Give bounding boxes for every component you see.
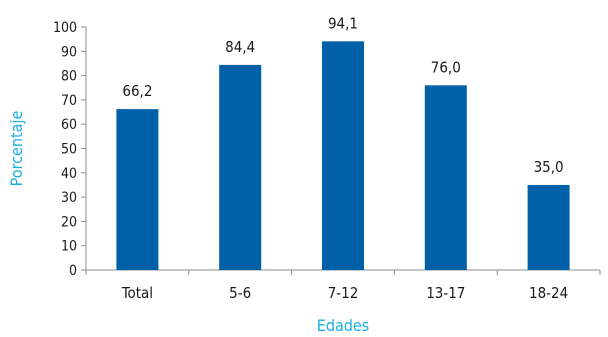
x-tick-label: 7-12 — [328, 284, 359, 302]
y-tick-label: 30 — [61, 190, 77, 206]
bar — [219, 64, 262, 271]
data-label: 94,1 — [328, 14, 358, 32]
y-tick-label: 40 — [61, 166, 77, 182]
data-label: 35,0 — [534, 158, 564, 176]
y-tick-label: 60 — [61, 117, 77, 133]
bar — [424, 85, 467, 270]
bars — [116, 41, 570, 271]
data-label: 66,2 — [122, 82, 152, 100]
y-tick-label: 90 — [61, 44, 77, 60]
x-tick-label: 18-24 — [529, 284, 568, 302]
data-label: 76,0 — [431, 58, 461, 76]
y-tick-label: 70 — [61, 93, 77, 109]
data-label: 84,4 — [225, 38, 255, 56]
y-tick-label: 10 — [61, 239, 77, 255]
data-labels: 66,2 84,4 94,1 76,0 35,0 — [122, 14, 563, 176]
x-tick-label: Total — [121, 284, 153, 302]
x-axis-title: Edades — [317, 316, 370, 335]
y-tick-label: 20 — [61, 214, 77, 230]
bar — [527, 184, 570, 270]
y-axis-title: Porcentaje — [7, 111, 26, 187]
y-axis: 0 10 20 30 40 50 60 70 80 90 100 — [53, 20, 87, 279]
x-tick-label: 5-6 — [229, 284, 251, 302]
y-tick-label: 0 — [69, 263, 77, 279]
y-tick-label: 100 — [53, 20, 77, 36]
bar — [116, 109, 159, 270]
x-axis: Total 5-6 7-12 13-17 18-24 — [85, 269, 601, 302]
y-tick-label: 80 — [61, 69, 77, 85]
y-tick-label: 50 — [61, 142, 77, 158]
bar — [322, 41, 364, 270]
x-tick-label: 13-17 — [426, 284, 465, 302]
